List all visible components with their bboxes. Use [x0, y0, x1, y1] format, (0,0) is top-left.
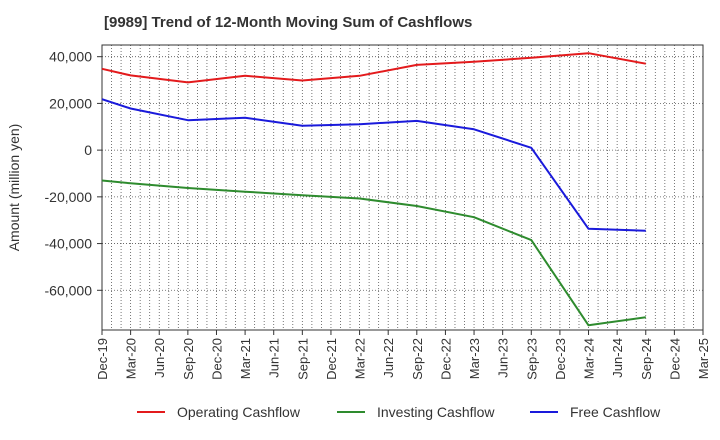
legend-item-operating-cashflow: Operating Cashflow [137, 404, 300, 420]
x-tick-label: Dec-24 [667, 338, 682, 380]
x-tick-label: Sep-22 [410, 338, 425, 380]
legend: Operating Cashflow Investing Cashflow Free… [0, 404, 720, 426]
x-tick-label: Dec-22 [438, 338, 453, 380]
y-tick-label: -60,000 [45, 282, 93, 298]
x-tick-label: Dec-20 [209, 338, 224, 380]
x-tick-label: Jun-24 [610, 338, 625, 378]
series-layer [101, 52, 646, 327]
legend-swatch [530, 411, 558, 413]
legend-label: Free Cashflow [570, 404, 661, 420]
x-tick-label: Mar-23 [467, 338, 482, 379]
legend-label: Investing Cashflow [377, 404, 495, 420]
x-tick-label: Mar-22 [353, 338, 368, 379]
investing-cashflow-line [101, 179, 646, 327]
legend-item-free-cashflow: Free Cashflow [530, 404, 660, 420]
x-tick-label: Mar-24 [582, 338, 597, 379]
operating-cashflow-line [101, 52, 646, 84]
x-tick-label: Mar-25 [696, 338, 711, 379]
x-tick-label: Mar-20 [124, 338, 139, 379]
y-axis-label: Amount (million yen) [6, 124, 22, 252]
free-cashflow-line [101, 98, 646, 232]
chart-title: [9989] Trend of 12-Month Moving Sum of C… [104, 14, 473, 31]
legend-swatch [137, 411, 165, 413]
plot-frame [101, 44, 704, 331]
y-tick-label: 0 [84, 142, 92, 158]
x-tick-label: Mar-21 [238, 338, 253, 379]
x-tick-label: Jun-22 [381, 338, 396, 378]
x-tick-label: Sep-21 [295, 338, 310, 380]
y-tick-label: -40,000 [45, 236, 93, 252]
x-tick-label: Dec-23 [553, 338, 568, 380]
legend-swatch [337, 411, 365, 413]
x-tick-label: Sep-23 [524, 338, 539, 380]
y-tick-label: -20,000 [45, 189, 93, 205]
legend-label: Operating Cashflow [177, 404, 300, 420]
x-tick-label: Dec-19 [95, 338, 110, 380]
x-tick-label: Jun-23 [496, 338, 511, 378]
axis-layer: 40,000 20,000 0 -20,000 -40,000 -60,000 Dec-19… [45, 49, 711, 380]
legend-item-investing-cashflow: Investing Cashflow [337, 404, 495, 420]
y-tick-label: 20,000 [49, 95, 92, 111]
x-tick-label: Sep-24 [639, 338, 654, 380]
x-tick-label: Jun-20 [152, 338, 167, 378]
x-tick-label: Jun-21 [267, 338, 282, 378]
x-tick-label: Dec-21 [324, 338, 339, 380]
x-tick-label: Sep-20 [181, 338, 196, 380]
y-tick-label: 40,000 [49, 49, 92, 65]
